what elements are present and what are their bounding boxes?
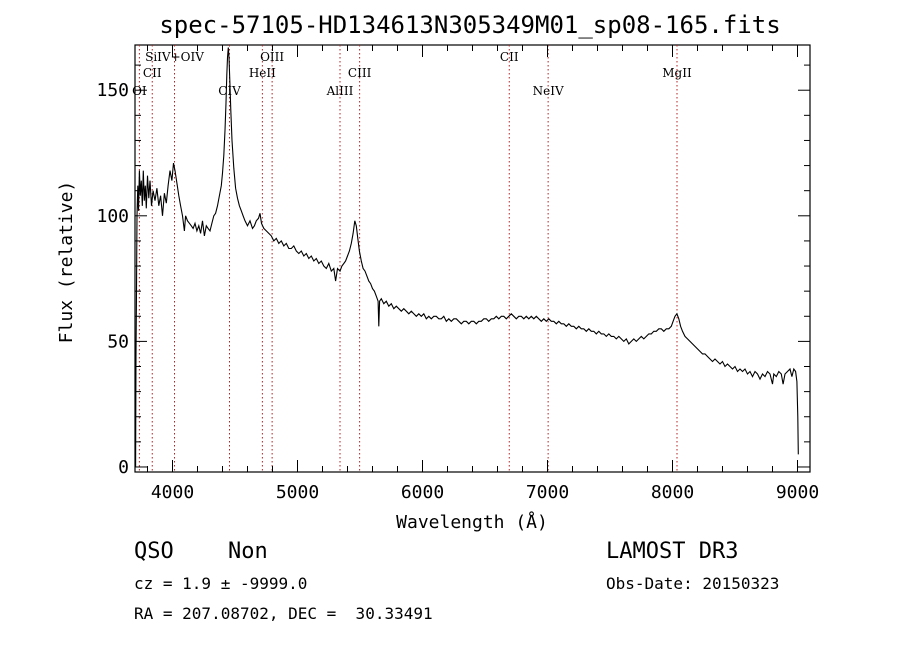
y-axis-label: Flux (relative) [56, 181, 77, 344]
emission-line-label: CIII [348, 66, 372, 80]
plot-area [134, 44, 811, 473]
axis-ticks: 4000 5000 6000 7000 8000 9000 0 50 100 150 [96, 45, 819, 503]
y-tick-label: 100 [96, 206, 129, 227]
object-subclass: Non [228, 539, 268, 564]
emission-line-label: HeII [249, 66, 276, 80]
emission-line-markers: OICIISiIV+OIVCIVHeIIOIIIAlIIICIIICIINeIV… [132, 45, 692, 472]
emission-line-label: OIII [260, 50, 284, 64]
emission-line-label: SiIV+OIV [145, 50, 204, 64]
x-tick-label: 7000 [526, 482, 569, 503]
y-tick-label: 0 [118, 457, 129, 478]
y-tick-label: 150 [96, 80, 129, 101]
emission-line-label: OI [132, 84, 147, 98]
x-tick-label: 5000 [276, 482, 319, 503]
y-tick-label: 50 [107, 331, 129, 352]
redshift-value: cz = 1.9 ± -9999.0 [134, 574, 308, 593]
emission-line-label: MgII [662, 66, 692, 80]
emission-line-label: CII [500, 50, 519, 64]
survey-name: LAMOST DR3 [606, 539, 739, 564]
observation-date: Obs-Date: 20150323 [606, 574, 780, 593]
x-tick-label: 9000 [776, 482, 819, 503]
x-tick-label: 8000 [651, 482, 694, 503]
chart-title: spec-57105-HD134613N305349M01_sp08-165.f… [159, 11, 780, 39]
object-class: QSO [134, 539, 174, 564]
x-tick-label: 6000 [401, 482, 444, 503]
emission-line-label: AlIII [326, 84, 354, 98]
emission-line-label: CII [143, 66, 162, 80]
plot-border [134, 44, 811, 473]
coordinates: RA = 207.08702, DEC = 30.33491 [134, 604, 433, 623]
spectrum-line [135, 47, 799, 468]
emission-line-label: NeIV [533, 84, 564, 98]
x-tick-label: 4000 [151, 482, 194, 503]
x-axis-label: Wavelength (Å) [396, 511, 548, 533]
